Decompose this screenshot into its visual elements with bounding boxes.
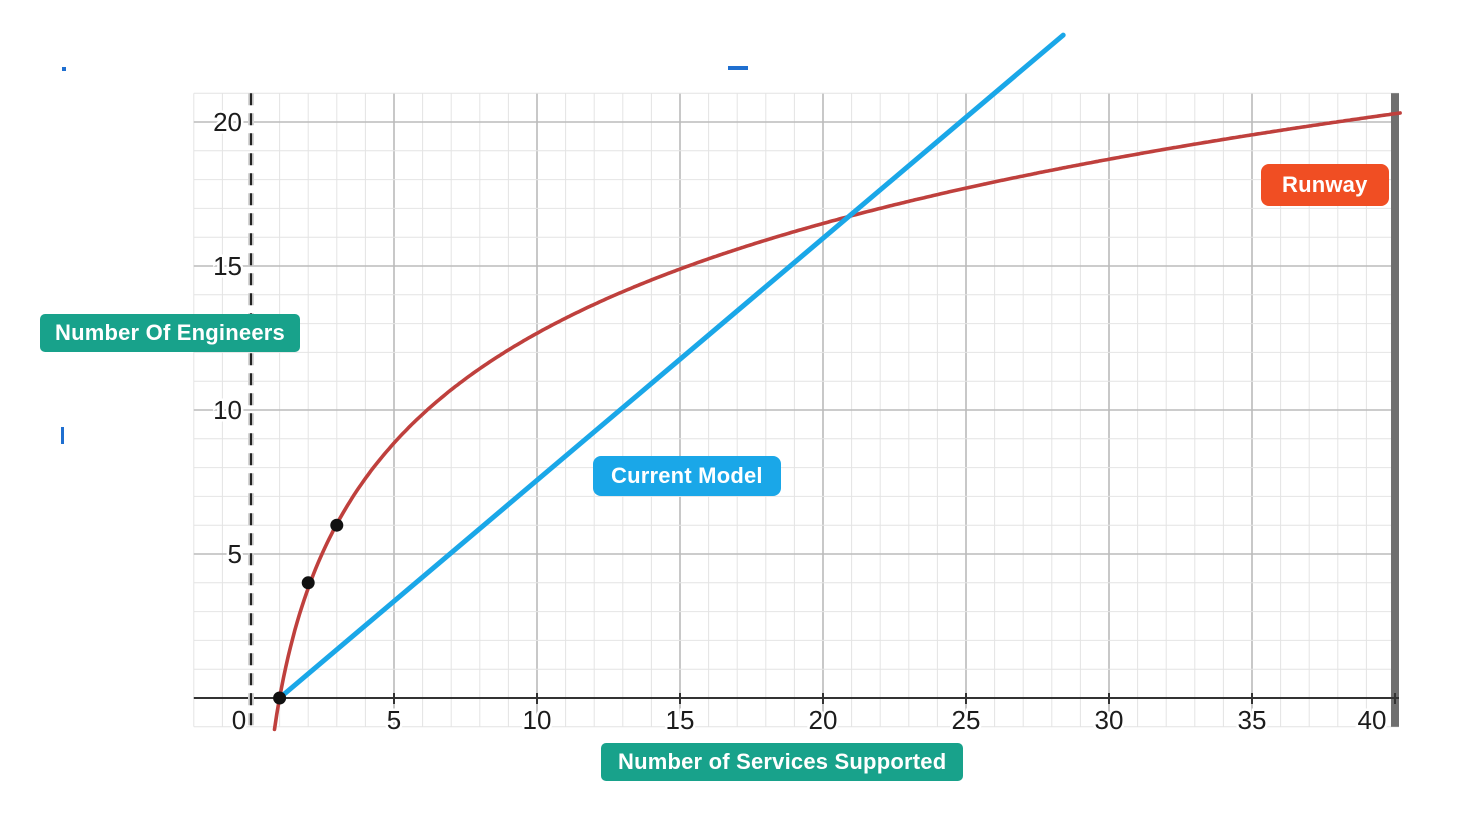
data-point[interactable] [301, 576, 315, 590]
runway-series-label-chip: Runway [1261, 164, 1389, 206]
axes [193, 93, 1399, 727]
stray-dot-artifact [62, 67, 66, 71]
x-axis-label-chip: Number of Services Supported [601, 743, 964, 781]
x-tick-label: 5 [387, 705, 401, 735]
current-model-line[interactable] [277, 32, 1066, 701]
x-tick-label: 10 [523, 705, 552, 735]
y-axis-label-chip: Number Of Engineers [40, 314, 300, 352]
x-tick-label: 20 [809, 705, 838, 735]
current-model-series-label-chip: Current Model [593, 456, 781, 496]
grid [193, 92, 1399, 728]
x-tick-label: 25 [952, 705, 981, 735]
tick-labels: 0 5 10 15 20 25 30 35 40 5 10 15 20 [211, 105, 1389, 738]
x-tick-label: 35 [1238, 705, 1267, 735]
x-tick-label: 15 [666, 705, 695, 735]
data-point[interactable] [330, 518, 344, 532]
y-tick-label: 10 [213, 395, 242, 425]
stray-vdash-artifact [61, 427, 64, 444]
y-tick-label: 15 [213, 251, 242, 281]
y-tick-label: 5 [228, 539, 242, 569]
data-point[interactable] [273, 691, 287, 705]
x-tick-label: 40 [1358, 705, 1387, 735]
stray-hdash-artifact [728, 66, 748, 70]
x-tick-label: 0 [232, 705, 246, 735]
x-tick-label: 30 [1095, 705, 1124, 735]
runway-curve[interactable] [272, 111, 1402, 732]
y-tick-label: 20 [213, 107, 242, 137]
right-boundary-bar [1391, 93, 1399, 727]
